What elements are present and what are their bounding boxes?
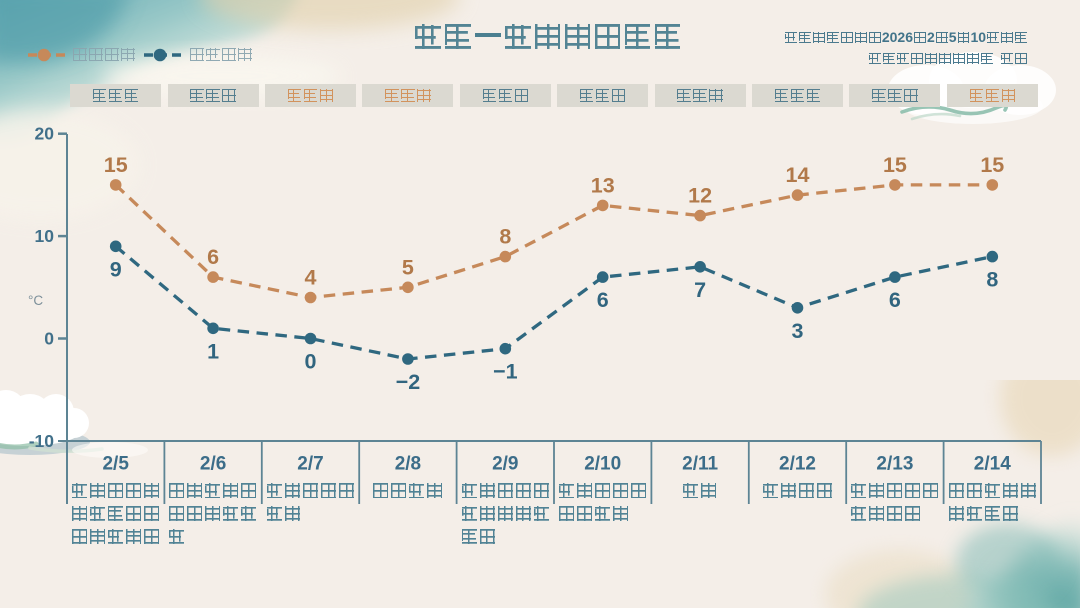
svg-text:1: 1: [207, 339, 219, 363]
svg-text:-10: -10: [29, 431, 55, 451]
svg-text:2/6: 2/6: [200, 454, 226, 475]
svg-text:6: 6: [597, 288, 609, 312]
svg-text:6: 6: [889, 288, 901, 312]
svg-text:3: 3: [792, 319, 804, 343]
svg-text:9: 9: [110, 257, 122, 281]
svg-text:−2: −2: [396, 370, 421, 394]
svg-text:8: 8: [499, 225, 511, 249]
svg-text:2/7: 2/7: [297, 454, 323, 475]
svg-text:20: 20: [35, 124, 55, 144]
svg-text:15: 15: [104, 153, 128, 177]
svg-text:5: 5: [402, 255, 414, 279]
svg-text:8: 8: [986, 268, 998, 292]
svg-text:10: 10: [35, 226, 55, 246]
svg-text:2/12: 2/12: [779, 454, 816, 475]
svg-text:−1: −1: [493, 360, 518, 384]
svg-text:12: 12: [688, 184, 712, 208]
svg-text:2/9: 2/9: [492, 454, 518, 475]
svg-text:2/10: 2/10: [584, 454, 621, 475]
svg-text:0: 0: [44, 329, 54, 349]
svg-text:15: 15: [883, 153, 907, 177]
svg-text:7: 7: [694, 278, 706, 302]
svg-text:13: 13: [591, 173, 615, 197]
svg-text:2/13: 2/13: [876, 454, 913, 475]
svg-text:4: 4: [305, 266, 317, 290]
svg-text:2/8: 2/8: [395, 454, 421, 475]
svg-text:15: 15: [980, 153, 1004, 177]
svg-text:14: 14: [786, 163, 810, 187]
svg-text:2/11: 2/11: [682, 454, 718, 475]
svg-text:°C: °C: [28, 293, 43, 308]
svg-text:2/5: 2/5: [102, 454, 129, 475]
svg-text:6: 6: [207, 245, 219, 269]
svg-text:2/14: 2/14: [974, 454, 1011, 475]
svg-text:0: 0: [305, 350, 317, 374]
